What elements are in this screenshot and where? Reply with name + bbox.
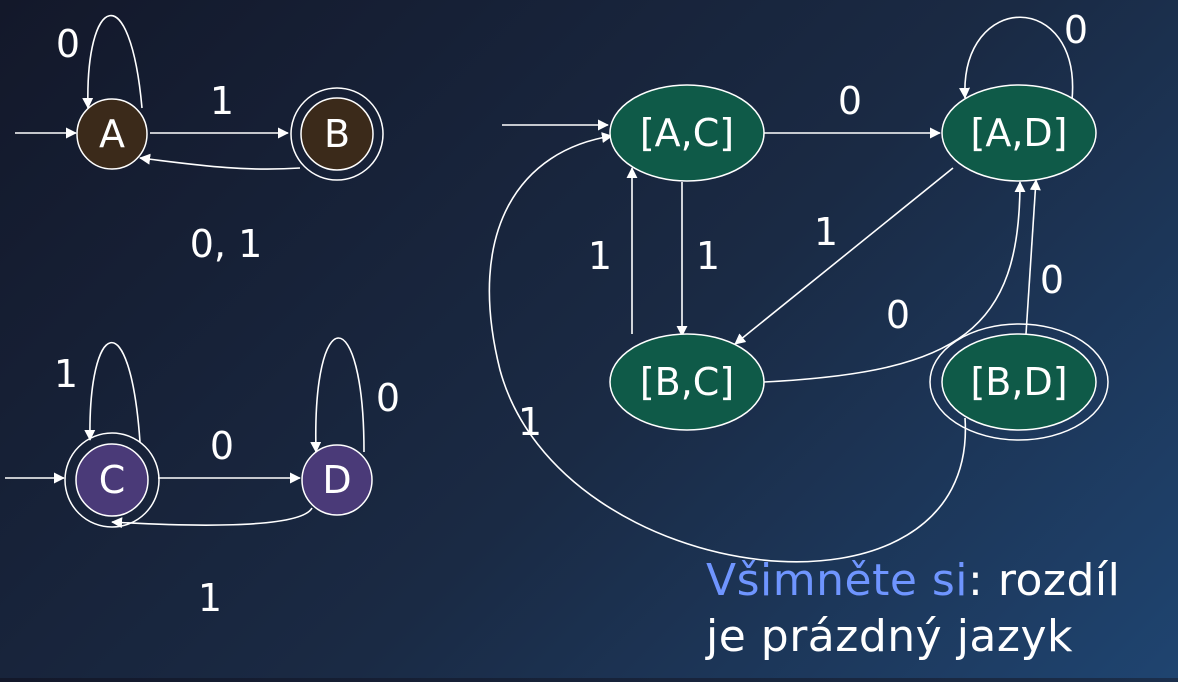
state-d-label: D xyxy=(322,458,351,502)
state-bd: [B,D] xyxy=(929,323,1109,441)
state-c: C xyxy=(64,432,160,528)
state-ac: [A,C] xyxy=(609,84,765,182)
label-ac-to-ad: 0 xyxy=(838,79,862,123)
state-c-outer-ring xyxy=(64,432,160,528)
label-d-to-c: 1 xyxy=(198,576,222,620)
state-bc: [B,C] xyxy=(609,333,765,431)
product-automaton: [A,C] [A,D] [B,C] [B,D] 0 0 1 1 1 0 0 1 xyxy=(488,8,1109,563)
label-ad-to-bc: 1 xyxy=(814,210,838,254)
automaton-1: A B 0 1 0, 1 xyxy=(15,14,384,266)
edge-d-to-c xyxy=(111,507,313,529)
label-a-loop: 0 xyxy=(56,22,80,66)
label-d-loop: 0 xyxy=(376,376,400,420)
note-highlight: Všimněte si xyxy=(706,555,969,606)
label-c-to-d: 0 xyxy=(210,424,234,468)
label-bc-to-ac: 1 xyxy=(588,234,612,278)
state-b-outer-ring xyxy=(290,87,384,181)
state-bc-ellipse xyxy=(609,333,765,431)
state-bd-ellipse xyxy=(941,333,1097,431)
label-b-to-a: 0, 1 xyxy=(190,222,263,266)
state-c-circle xyxy=(75,443,149,517)
note-line-1: Všimněte si: rozdíl xyxy=(706,553,1166,609)
state-a-circle xyxy=(76,98,148,170)
label-ad-loop: 0 xyxy=(1064,8,1088,52)
edge-bc-to-ad xyxy=(763,181,1026,383)
label-c-loop: 1 xyxy=(54,352,78,396)
automaton-2: C D 1 0 0 1 xyxy=(5,337,400,620)
state-bd-label: [B,D] xyxy=(970,360,1067,404)
state-bc-label: [B,C] xyxy=(640,360,734,404)
edge-b-to-a xyxy=(139,153,301,170)
label-bd-to-ad: 0 xyxy=(1040,258,1064,302)
edge-d-loop xyxy=(310,337,365,453)
state-ac-ellipse xyxy=(609,84,765,182)
label-bc-to-ad: 0 xyxy=(886,293,910,337)
state-a-label: A xyxy=(99,112,125,156)
edge-ad-to-bc xyxy=(734,167,954,345)
state-b-label: B xyxy=(324,112,350,156)
state-bd-outer-ring xyxy=(929,323,1109,441)
state-b: B xyxy=(290,87,384,181)
state-ad-ellipse xyxy=(941,84,1097,182)
state-ad-label: [A,D] xyxy=(971,111,1068,155)
state-b-circle xyxy=(300,97,374,171)
state-ac-label: [A,C] xyxy=(640,111,734,155)
edge-a-loop xyxy=(82,14,143,109)
note-line-2: je prázdný jazyk xyxy=(706,611,1074,662)
edge-ad-loop xyxy=(959,16,1074,101)
state-c-label: C xyxy=(99,458,126,502)
edge-bd-to-ad xyxy=(1025,179,1041,335)
state-a: A xyxy=(76,98,148,170)
edge-c-loop xyxy=(84,341,141,443)
label-ac-to-bc: 1 xyxy=(696,234,720,278)
state-d: D xyxy=(301,444,373,516)
edge-bd-to-ac xyxy=(488,132,966,563)
label-a-to-b: 1 xyxy=(210,79,234,123)
note-text: Všimněte si: rozdíl je prázdný jazyk xyxy=(706,553,1166,665)
label-bd-to-ac: 1 xyxy=(518,400,542,444)
note-line-1-rest: : rozdíl xyxy=(968,555,1121,606)
state-ad: [A,D] xyxy=(941,84,1097,182)
state-d-circle xyxy=(301,444,373,516)
